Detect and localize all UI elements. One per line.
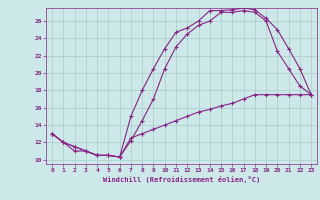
X-axis label: Windchill (Refroidissement éolien,°C): Windchill (Refroidissement éolien,°C) xyxy=(103,176,260,183)
